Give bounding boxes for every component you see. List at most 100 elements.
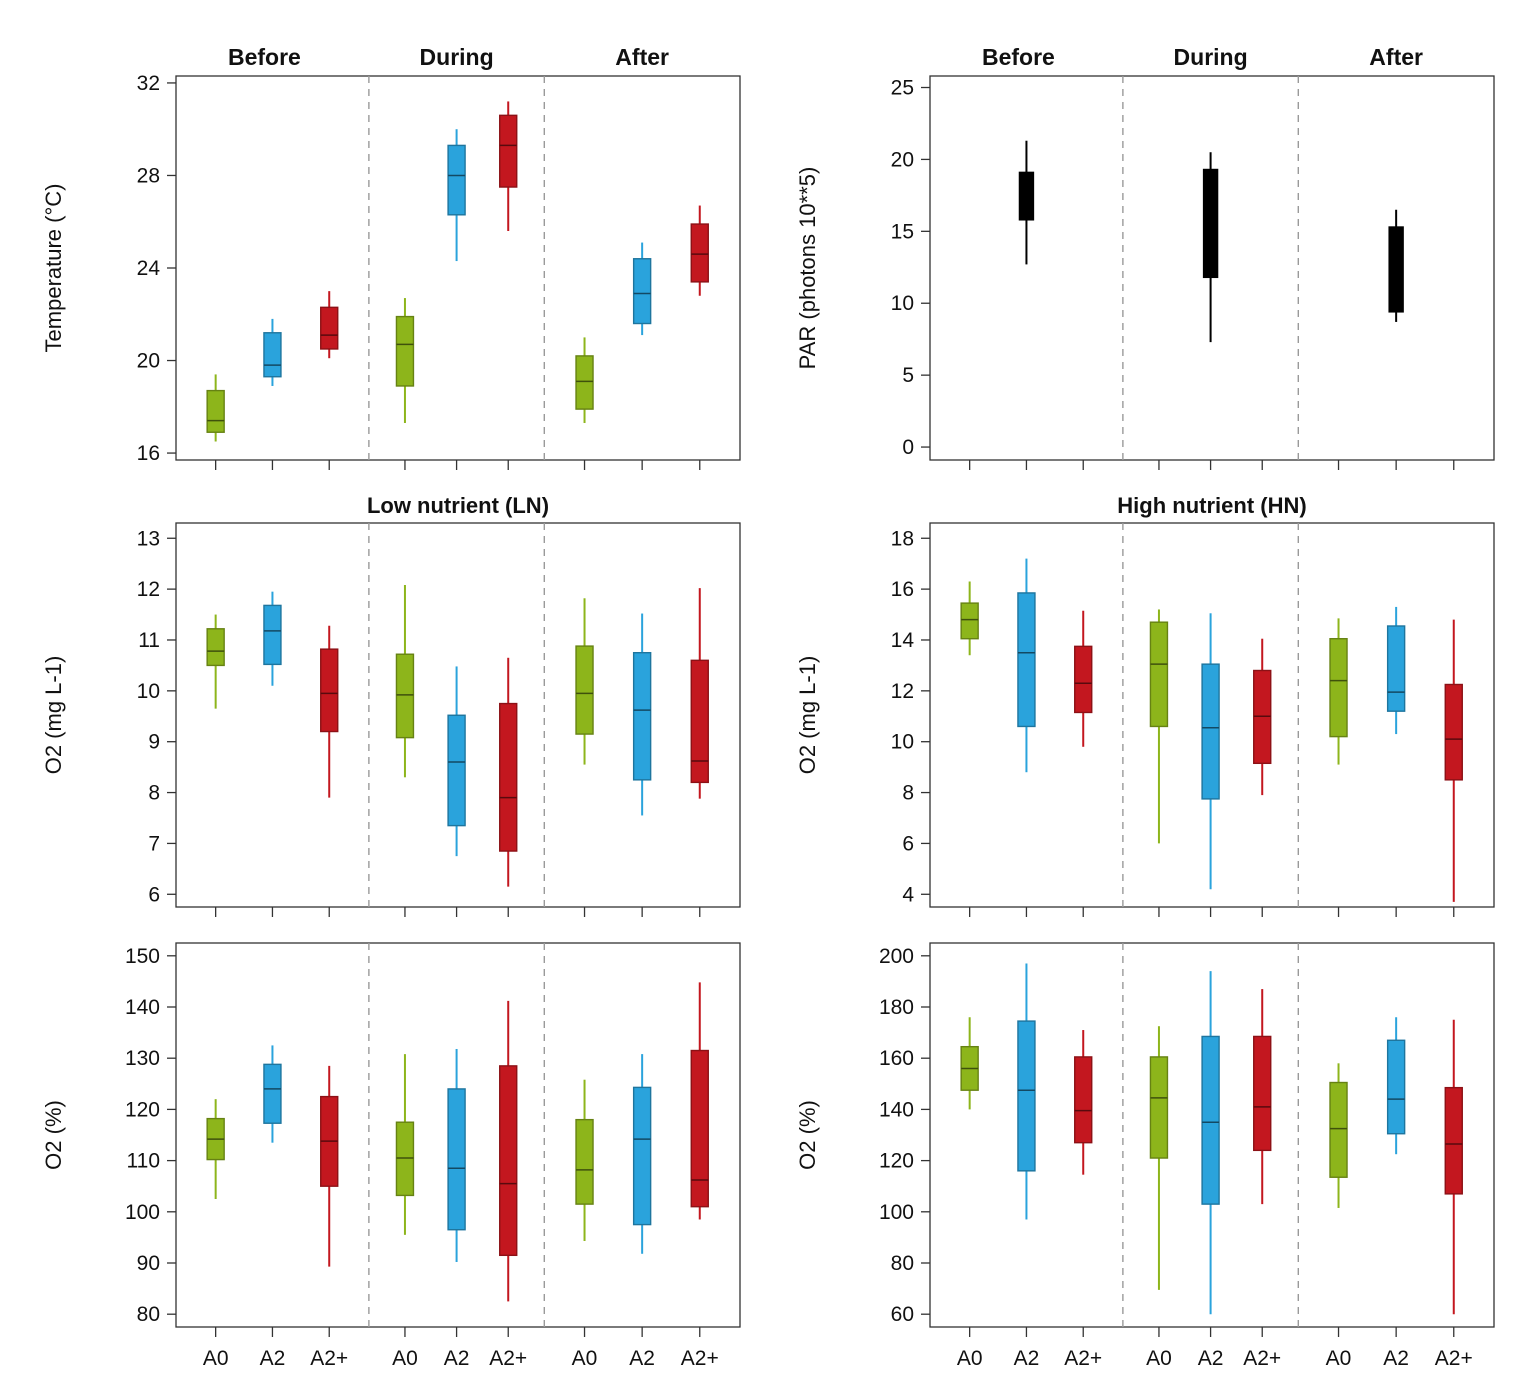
x-category-label-a2plus: A2+ bbox=[489, 1347, 527, 1370]
x-category-label-a2: A2 bbox=[260, 1347, 286, 1370]
x-category-label-a2: A2 bbox=[1014, 1347, 1040, 1370]
phase-label-before: Before bbox=[982, 44, 1055, 70]
box-body bbox=[575, 645, 594, 735]
y-tick-label: 90 bbox=[137, 1252, 160, 1275]
panel-temp: 16 20 24 28 32 Before During After Temperature (… bbox=[41, 44, 741, 470]
box-body bbox=[1202, 168, 1219, 279]
plot-frame bbox=[929, 75, 1495, 461]
y-tick-label: 25 bbox=[891, 77, 914, 100]
y-tick-label: 8 bbox=[902, 782, 914, 805]
box-during-a2plus bbox=[1253, 638, 1272, 796]
box-during-a0 bbox=[1149, 1026, 1169, 1290]
box-before-a0 bbox=[960, 581, 979, 656]
y-axis-label: O2 (%) bbox=[41, 1100, 66, 1170]
box-during-a2plus bbox=[1253, 989, 1272, 1205]
panel-par: 0 5 10 15 20 25 Before During After PAR (photons … bbox=[795, 44, 1495, 470]
panel-o2mg_hn: 4 6 8 10 12 14 16 18 High nutrient (HN) O2 (mg L-… bbox=[795, 493, 1495, 917]
box-body bbox=[499, 702, 518, 852]
y-tick-label: 6 bbox=[902, 832, 914, 855]
box-body bbox=[263, 604, 282, 666]
box-after-a0 bbox=[1329, 618, 1348, 765]
y-tick-label: 18 bbox=[891, 527, 914, 550]
y-tick-label: 5 bbox=[902, 364, 914, 387]
y-axis-label: O2 (mg L-1) bbox=[795, 656, 820, 775]
plot-frame bbox=[175, 522, 741, 908]
box-body bbox=[1149, 621, 1169, 728]
plot-frame bbox=[175, 942, 741, 1328]
box-during-a2 bbox=[1201, 971, 1220, 1315]
x-category-label-a2plus: A2+ bbox=[1435, 1347, 1473, 1370]
box-body bbox=[395, 1121, 415, 1197]
y-tick-label: 24 bbox=[137, 257, 161, 280]
y-tick-label: 10 bbox=[891, 292, 914, 315]
box-after-a2plus bbox=[1444, 619, 1463, 902]
box-during-a2plus bbox=[499, 1000, 518, 1302]
box-body bbox=[395, 315, 415, 387]
box-after-a0 bbox=[575, 1079, 594, 1241]
x-category-label-a0: A0 bbox=[1146, 1347, 1172, 1370]
box-body bbox=[1444, 683, 1463, 781]
box-body bbox=[575, 355, 594, 410]
box-after-a2 bbox=[632, 1054, 652, 1254]
box-body bbox=[1388, 226, 1404, 313]
y-tick-label: 150 bbox=[125, 945, 160, 968]
box-before-a2 bbox=[1017, 558, 1036, 773]
box-body bbox=[1201, 663, 1220, 800]
box-before-a2 bbox=[263, 1045, 282, 1143]
y-tick-label: 20 bbox=[891, 148, 914, 171]
x-category-label-a2: A2 bbox=[629, 1347, 655, 1370]
x-category-label-a2plus: A2+ bbox=[310, 1347, 348, 1370]
y-tick-label: 14 bbox=[891, 629, 915, 652]
box-after-a0 bbox=[575, 598, 594, 765]
x-category-label-a2plus: A2+ bbox=[1243, 1347, 1281, 1370]
y-tick-label: 15 bbox=[891, 220, 914, 243]
phase-label-during: During bbox=[420, 44, 494, 70]
box-body bbox=[263, 332, 282, 378]
y-tick-label: 200 bbox=[879, 945, 914, 968]
box-during-a2 bbox=[1201, 613, 1220, 890]
box-before-a0 bbox=[206, 374, 225, 442]
box-body bbox=[1329, 1081, 1348, 1178]
box-after-a2 bbox=[1386, 606, 1406, 735]
y-tick-label: 110 bbox=[127, 1150, 160, 1173]
y-tick-label: 9 bbox=[148, 731, 160, 754]
box-before-a2 bbox=[1017, 963, 1036, 1220]
box-body bbox=[632, 1086, 652, 1226]
box-body bbox=[632, 258, 652, 325]
box-body bbox=[1386, 625, 1406, 712]
box-during-a0 bbox=[395, 585, 415, 778]
y-tick-label: 140 bbox=[125, 996, 160, 1019]
panel-o2pct_hn: 60 80 100 120 140 160 180 200 A0 A2 A2+ A0 A2 A2+ A0 A2… bbox=[795, 942, 1495, 1370]
box-before-a0 bbox=[960, 1017, 979, 1110]
y-axis-label: O2 (%) bbox=[795, 1100, 820, 1170]
y-tick-label: 6 bbox=[148, 883, 160, 906]
y-tick-label: 32 bbox=[137, 72, 160, 95]
box-after-a2 bbox=[632, 613, 652, 816]
box-before-a2plus bbox=[320, 1065, 339, 1267]
box-body bbox=[447, 714, 466, 827]
x-category-label-a0: A0 bbox=[1326, 1347, 1352, 1370]
panel-o2mg_ln: 6 7 8 9 10 11 12 13 Low nutrient (LN) O2 (mg L-1) bbox=[41, 493, 741, 917]
y-tick-label: 60 bbox=[891, 1303, 914, 1326]
box-during-a2 bbox=[447, 666, 466, 857]
y-tick-label: 10 bbox=[891, 731, 914, 754]
box-body bbox=[447, 144, 466, 216]
phase-label-during: During bbox=[1174, 44, 1248, 70]
box-body bbox=[1386, 1039, 1406, 1135]
box-before-a2 bbox=[263, 591, 282, 686]
box-body bbox=[1253, 1035, 1272, 1152]
box-body bbox=[320, 648, 339, 733]
box-body bbox=[263, 1063, 282, 1124]
x-category-label-a2: A2 bbox=[1198, 1347, 1224, 1370]
box-before-par bbox=[1018, 140, 1035, 265]
box-body bbox=[960, 602, 979, 640]
y-tick-label: 180 bbox=[879, 996, 914, 1019]
box-body bbox=[1329, 638, 1348, 738]
y-tick-label: 120 bbox=[125, 1098, 160, 1121]
box-body bbox=[632, 651, 652, 781]
y-tick-label: 12 bbox=[137, 578, 160, 601]
box-body bbox=[499, 114, 518, 188]
box-after-a2 bbox=[632, 242, 652, 336]
box-during-a0 bbox=[395, 298, 415, 423]
